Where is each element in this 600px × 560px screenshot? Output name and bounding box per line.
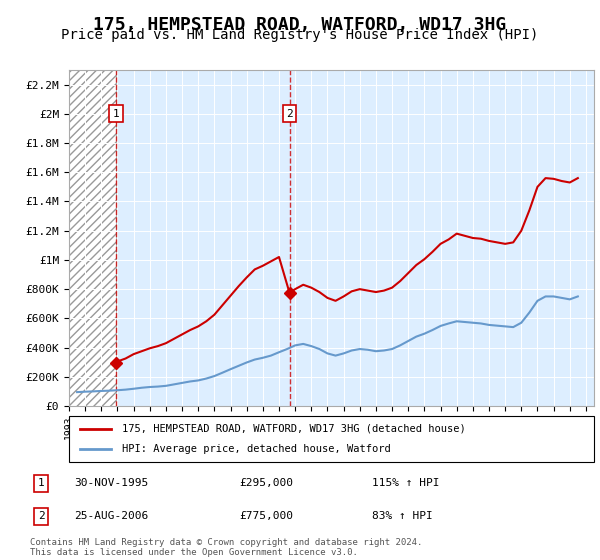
- Text: 25-AUG-2006: 25-AUG-2006: [74, 511, 148, 521]
- Text: £295,000: £295,000: [240, 478, 294, 488]
- Text: 30-NOV-1995: 30-NOV-1995: [74, 478, 148, 488]
- Text: 2: 2: [38, 511, 44, 521]
- Bar: [69, 70, 116, 406]
- Text: 175, HEMPSTEAD ROAD, WATFORD, WD17 3HG (detached house): 175, HEMPSTEAD ROAD, WATFORD, WD17 3HG (…: [121, 424, 465, 434]
- Text: 2: 2: [286, 109, 293, 119]
- Text: Price paid vs. HM Land Registry's House Price Index (HPI): Price paid vs. HM Land Registry's House …: [61, 28, 539, 42]
- Text: HPI: Average price, detached house, Watford: HPI: Average price, detached house, Watf…: [121, 444, 390, 454]
- Text: £775,000: £775,000: [240, 511, 294, 521]
- Text: Contains HM Land Registry data © Crown copyright and database right 2024.
This d: Contains HM Land Registry data © Crown c…: [30, 538, 422, 557]
- Text: 175, HEMPSTEAD ROAD, WATFORD, WD17 3HG: 175, HEMPSTEAD ROAD, WATFORD, WD17 3HG: [94, 16, 506, 34]
- Text: 1: 1: [38, 478, 44, 488]
- Text: 1: 1: [113, 109, 119, 119]
- Text: 83% ↑ HPI: 83% ↑ HPI: [372, 511, 433, 521]
- Text: 115% ↑ HPI: 115% ↑ HPI: [372, 478, 440, 488]
- FancyBboxPatch shape: [69, 416, 594, 462]
